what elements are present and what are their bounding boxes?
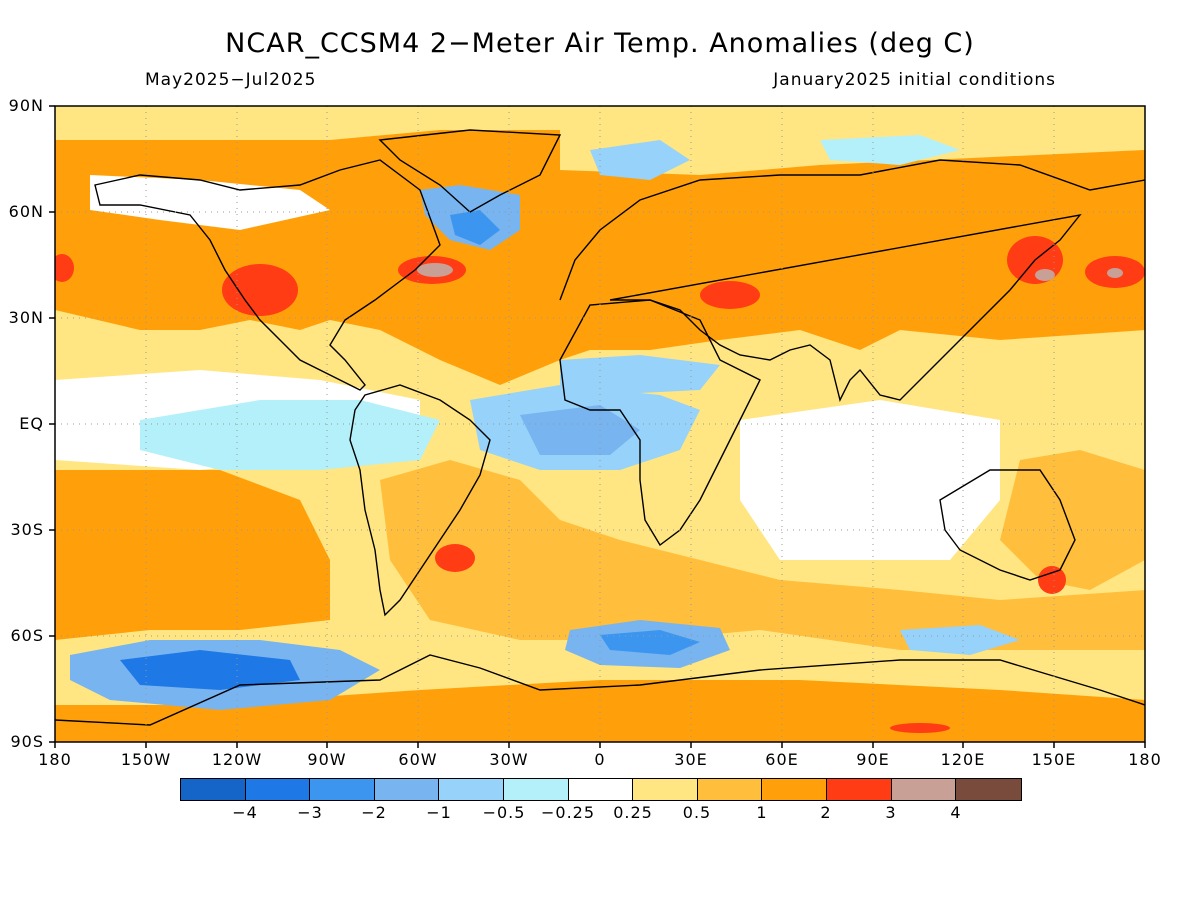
hot-spot-north-pacific-core [1107, 268, 1123, 278]
colorbar-swatch [697, 779, 763, 800]
colorbar-label: −4 [232, 803, 258, 822]
colorbar-label: 1 [756, 803, 768, 822]
colorbar-label: −1 [426, 803, 452, 822]
colorbar-label: −0.25 [540, 803, 596, 822]
colorbar-swatch [374, 779, 440, 800]
colorbar-label: −3 [297, 803, 323, 822]
map-title: NCAR_CCSM4 2−Meter Air Temp. Anomalies (… [225, 28, 975, 59]
warm-zone-australia [1000, 450, 1145, 590]
lat-label-90n: 90N [8, 96, 44, 115]
coastline-antarctica [55, 654, 1145, 726]
warm-zone-south [55, 470, 330, 640]
lat-label-60n: 60N [8, 202, 44, 221]
colorbar-swatch [891, 779, 957, 800]
colorbar-label: −2 [361, 803, 387, 822]
coastline-south-america [349, 384, 491, 617]
initial-conditions: January2025 initial conditions [773, 70, 1056, 90]
coastlines [55, 129, 1145, 726]
lat-label-eq: EQ [19, 414, 44, 433]
lon-label-90w: 90W [307, 750, 347, 769]
colorbar-swatch [826, 779, 892, 800]
colorbar-label: 2 [820, 803, 832, 822]
lon-label-0: 0 [594, 750, 606, 769]
lon-label-60e: 60E [765, 750, 799, 769]
lon-label-30e: 30E [674, 750, 708, 769]
coastline-greenland [378, 129, 562, 213]
colorbar-label: 0.5 [682, 803, 712, 822]
coastline-europe-asia [559, 159, 1145, 403]
cool-zone-east-siberian [820, 135, 960, 165]
colorbar-label: −0.5 [482, 803, 526, 822]
neutral-zone-arctic [90, 175, 330, 230]
cool-zone-arctic [590, 140, 690, 180]
graticule [55, 106, 1145, 742]
coastline-africa [559, 299, 761, 547]
cool-zone-southern-pacific-core [120, 650, 300, 690]
colorbar-swatch [245, 779, 311, 800]
hot-spot-east-pacific [55, 254, 74, 282]
hot-spot-japan-core [1035, 269, 1055, 281]
lon-label-150w: 150W [120, 750, 172, 769]
lon-label-30w: 30W [489, 750, 529, 769]
lon-label-180w: 180 [38, 750, 72, 769]
colorbar-swatch [503, 779, 569, 800]
colorbar [180, 778, 1022, 801]
lat-label-60s: 60S [10, 626, 44, 645]
hot-spot-middle-east [700, 281, 760, 309]
cool-zone-atlantic-core [520, 405, 640, 455]
coastline-north-america [94, 159, 441, 391]
colorbar-swatch [762, 779, 827, 800]
hot-spot-tasman [1038, 566, 1066, 594]
colorbar-swatch [568, 779, 634, 800]
lon-label-150e: 150E [1031, 750, 1077, 769]
anomaly-field [55, 106, 1145, 742]
axis-ticks [49, 105, 1146, 748]
lon-label-120e: 120E [940, 750, 986, 769]
colorbar-swatch [956, 779, 1021, 800]
cool-zone-southern-indian [900, 625, 1020, 655]
lon-label-180e: 180 [1128, 750, 1162, 769]
hot-spot-argentina [435, 544, 475, 572]
colorbar-label: 3 [885, 803, 897, 822]
coastline-australia [939, 469, 1076, 581]
lon-label-60w: 60W [398, 750, 438, 769]
warm-zone-antarctic [55, 680, 1145, 742]
colorbar-swatch [181, 779, 246, 800]
colorbar-label: 0.25 [613, 803, 653, 822]
lat-label-90s: 90S [10, 732, 44, 751]
cool-zone-equatorial-pacific [140, 400, 440, 470]
warm-zone-north [55, 130, 1145, 385]
neutral-zone-indian [740, 400, 1000, 560]
forecast-period: May2025−Jul2025 [145, 70, 317, 90]
lat-label-30n: 30N [8, 308, 44, 327]
warm-zone-south-2 [380, 460, 1145, 650]
hot-spot-western-us [222, 264, 298, 316]
colorbar-swatch [310, 779, 375, 800]
lat-label-30s: 30S [10, 520, 44, 539]
colorbar-label: 4 [950, 803, 962, 822]
lon-label-90e: 90E [856, 750, 890, 769]
colorbar-swatch [439, 779, 504, 800]
cool-zone-sahel [560, 355, 720, 395]
colorbar-swatch [633, 779, 698, 800]
cool-zone-north-atlantic-core [450, 210, 500, 245]
lon-label-120w: 120W [211, 750, 263, 769]
hot-spot-north-atlantic-core [417, 263, 453, 277]
hot-spot-antarctic [890, 723, 950, 733]
